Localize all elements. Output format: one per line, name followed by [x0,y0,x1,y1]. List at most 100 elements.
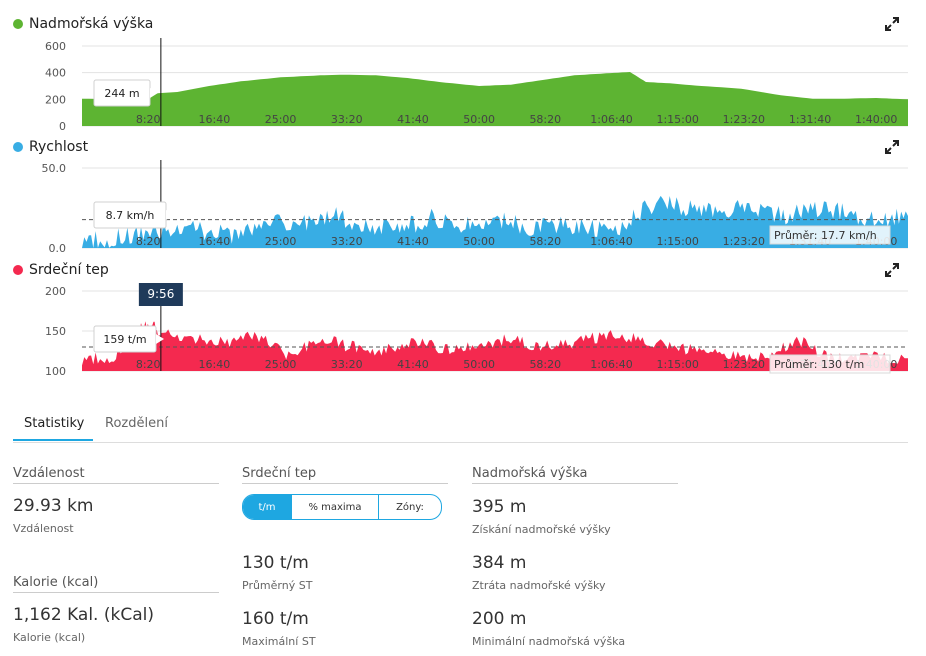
x-tick-label: 50:00 [463,235,495,248]
x-tick-label: 1:31:40 [789,113,831,126]
y-tick-label: 600 [45,40,66,53]
x-tick-label: 25:00 [265,235,297,248]
speed-chart-title: Rychlost [13,139,88,155]
y-tick-label: 200 [45,93,66,106]
tab-statistics[interactable]: Statistiky [24,416,85,431]
x-tick-label: 50:00 [463,358,495,371]
elev-loss-label: Ztráta nadmořské výšky [472,579,606,592]
heart-rate-divider [242,483,448,484]
cursor-time-badge [138,283,183,306]
x-tick-label: 50:00 [463,113,495,126]
heart-rate-unit-toggle: t/m % maxima Zóny: [242,494,442,520]
x-tick-label: 41:40 [397,113,429,126]
tabs-divider [13,442,908,443]
tooltip-value: 159 t/m [103,333,146,346]
x-tick-label: 33:20 [331,358,363,371]
x-tick-label: 58:20 [529,358,561,371]
expand-icon[interactable] [884,139,900,155]
x-tick-label: 1:15:00 [656,113,698,126]
average-label-box [769,354,891,374]
x-tick-label: 1:15:00 [656,358,698,371]
x-tick-label: 58:20 [529,235,561,248]
tooltip-value: 244 m [104,87,139,100]
unit-percent-max-button[interactable]: % maxima [291,495,378,519]
series-area [82,321,908,371]
x-tick-label: 16:40 [199,358,231,371]
unit-zones-button[interactable]: Zóny: [378,495,441,519]
series-area [82,72,908,126]
speed-chart[interactable]: 50.0 0.0 8:20 16:40 25:00 33:20 41:40 50:00 58:2… [0,160,926,252]
elev-loss-value: 384 m [472,553,527,573]
distance-value: 29.93 km [13,496,94,516]
x-tick-label: 41:40 [397,358,429,371]
x-tick-label: 1:06:40 [590,113,632,126]
heart-title-text: Srdeční tep [29,262,109,278]
y-tick-label: 100 [45,365,66,375]
calories-header: Kalorie (kcal) [13,575,99,590]
speed-title-text: Rychlost [29,139,89,155]
x-tick-label: 25:00 [265,113,297,126]
heart-legend-dot [13,265,23,275]
elev-gain-label: Získání nadmořské výšky [472,523,611,536]
x-tick-label: 1:23:20 [723,358,765,371]
x-tick-label: 1:06:40 [590,358,632,371]
expand-icon[interactable] [884,16,900,32]
y-tick-label: 200 [45,285,66,298]
elevation-stats-header: Nadmořská výška [472,466,588,481]
avg-hr-value: 130 t/m [242,553,309,573]
tooltip-arrow [166,210,174,220]
distance-label: Vzdálenost [13,522,74,535]
tooltip-value: 8.7 km/h [106,209,155,222]
elev-min-label: Minimální nadmořská výška [472,635,626,648]
x-tick-label: 8:20 [136,235,161,248]
x-tick-label: 1:23:20 [723,235,765,248]
x-tick-label: 25:00 [265,358,297,371]
expand-icon[interactable] [884,262,900,278]
distance-divider [13,483,219,484]
elev-gain-value: 395 m [472,497,527,517]
calories-label: Kalorie (kcal) [13,631,86,644]
average-label: Průměr: 17.7 km/h [774,229,877,242]
elevation-chart-title: Nadmořská výška [13,16,153,32]
elev-min-value: 200 m [472,609,527,629]
y-tick-label: 50.0 [42,162,67,175]
unit-bpm-button[interactable]: t/m [243,495,291,519]
x-tick-label: 58:20 [529,113,561,126]
y-tick-label: 400 [45,67,66,80]
x-tick-label: 41:40 [397,235,429,248]
max-hr-label: Maximální ST [242,635,316,648]
x-tick-label: 1:15:00 [656,235,698,248]
x-tick-label: 1:23:20 [723,113,765,126]
x-tick-label: 16:40 [199,235,231,248]
series-area [82,195,908,248]
average-label-box [769,225,891,245]
tab-splits[interactable]: Rozdělení [105,416,168,431]
elevation-title-text: Nadmořská výška [29,16,154,32]
cursor-time-text: 9:56 [147,287,174,301]
y-tick-label: 150 [45,325,66,338]
avg-hr-label: Průměrný ST [242,579,313,592]
x-tick-label: 33:20 [331,113,363,126]
x-tick-label: 8:20 [136,358,161,371]
x-tick-label: 1:40:00 [855,113,897,126]
elevation-chart[interactable]: 600 400 200 0 8:20 16:40 25:00 33:20 41:40 50:00 5… [0,38,926,130]
x-tick-label: 1:06:40 [590,235,632,248]
elevation-legend-dot [13,19,23,29]
heart-chart[interactable]: 200 150 100 8:20 16:40 25:00 33:20 41:40 50:00 58… [0,283,926,375]
max-hr-value: 160 t/m [242,609,309,629]
heart-chart-title: Srdeční tep [13,262,109,278]
y-tick-label: 0.0 [49,242,67,252]
average-label: Průměr: 130 t/m [774,358,864,371]
tooltip-arrow [156,334,164,344]
calories-divider [13,592,219,593]
speed-legend-dot [13,142,23,152]
distance-header: Vzdálenost [13,466,85,481]
elevation-stats-divider [472,483,678,484]
tooltip-arrow [150,88,158,98]
calories-value: 1,162 Kal. (kCal) [13,605,154,625]
x-tick-label: 8:20 [136,113,161,126]
heart-rate-header: Srdeční tep [242,466,317,481]
active-tab-indicator [13,439,93,441]
y-tick-label: 0 [59,120,66,130]
x-tick-label: 16:40 [199,113,231,126]
